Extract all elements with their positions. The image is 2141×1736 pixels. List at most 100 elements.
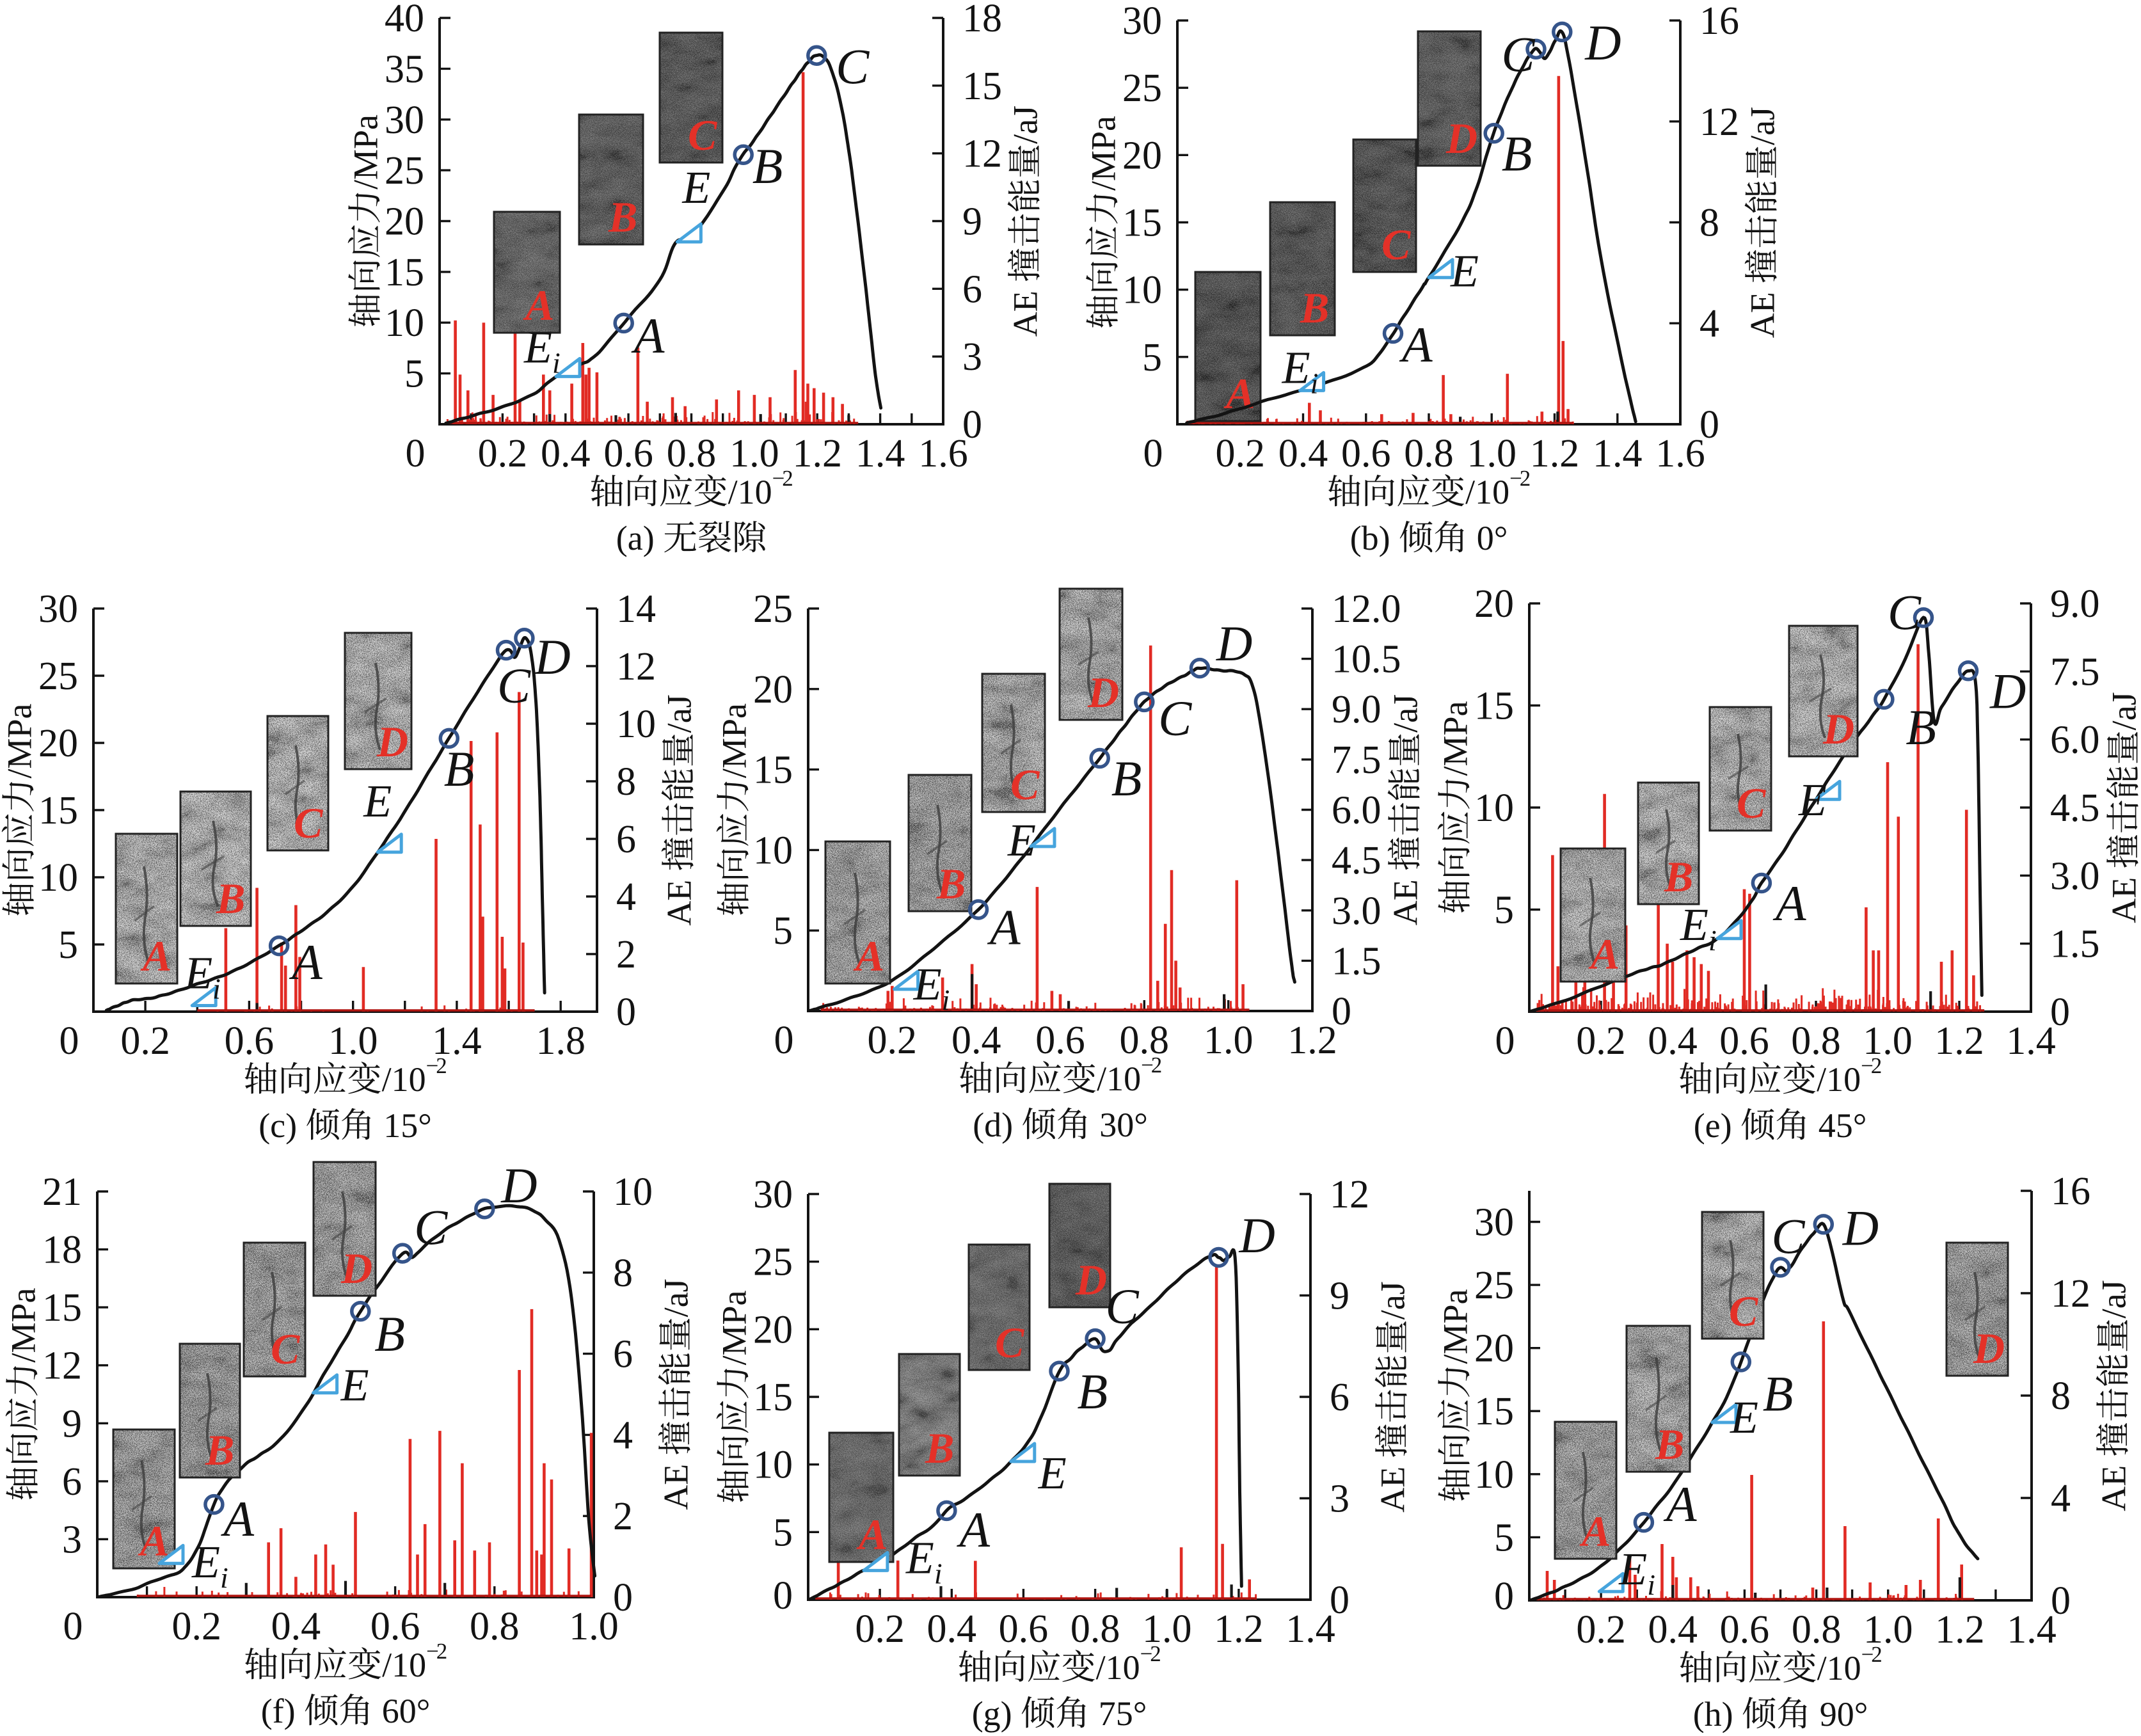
svg-text:B: B	[1078, 1364, 1108, 1419]
svg-text:/MPa: /MPa	[715, 703, 753, 778]
svg-text:10: 10	[1474, 1453, 1514, 1497]
svg-text:i: i	[942, 983, 950, 1016]
svg-text:4.5: 4.5	[2050, 786, 2100, 830]
svg-text:0.6: 0.6	[370, 1605, 420, 1648]
svg-text:1.0: 1.0	[569, 1605, 619, 1648]
svg-text:12: 12	[962, 132, 1002, 176]
svg-text:0.8: 0.8	[1791, 1019, 1841, 1063]
svg-text:/aJ: /aJ	[2094, 1280, 2133, 1318]
svg-text:16: 16	[1699, 0, 1739, 43]
svg-text:B: B	[1300, 283, 1329, 332]
svg-text:15: 15	[1122, 202, 1162, 245]
svg-text:10: 10	[1122, 269, 1162, 312]
svg-text:1.2: 1.2	[1287, 1019, 1337, 1062]
svg-text:1.0: 1.0	[1204, 1019, 1254, 1062]
svg-text:0.2: 0.2	[868, 1019, 918, 1062]
svg-text:C: C	[995, 1318, 1024, 1367]
svg-text:B: B	[752, 138, 783, 194]
svg-text:2: 2	[1871, 1053, 1882, 1078]
svg-text:0.4: 0.4	[1648, 1019, 1698, 1063]
svg-text:30°: 30°	[1099, 1106, 1148, 1144]
svg-text:0: 0	[773, 1574, 793, 1618]
svg-text:0: 0	[2051, 1579, 2071, 1623]
svg-text:C: C	[1158, 690, 1192, 746]
svg-text:25: 25	[38, 655, 78, 698]
svg-text:3.0: 3.0	[1332, 889, 1381, 933]
svg-text:/aJ: /aJ	[1373, 1281, 1412, 1319]
svg-text:/MPa: /MPa	[346, 115, 385, 189]
svg-text:9.0: 9.0	[1332, 688, 1381, 731]
svg-text:E: E	[1798, 774, 1827, 825]
svg-text:D: D	[376, 717, 408, 766]
svg-text:B: B	[608, 193, 637, 241]
svg-text:4: 4	[1699, 302, 1719, 346]
svg-text:0.6: 0.6	[1719, 1019, 1769, 1063]
svg-text:i: i	[552, 346, 561, 379]
svg-text:/MPa: /MPa	[1436, 701, 1474, 776]
svg-text:2: 2	[1151, 1053, 1163, 1078]
svg-text:0.8: 0.8	[1792, 1608, 1842, 1652]
svg-text:0.8: 0.8	[470, 1605, 520, 1648]
svg-text:2: 2	[436, 1639, 448, 1664]
svg-text:5: 5	[773, 1511, 793, 1554]
svg-text:60°: 60°	[382, 1692, 431, 1730]
svg-text:AE: AE	[660, 880, 698, 926]
svg-text:0.6: 0.6	[603, 432, 653, 475]
svg-text:30: 30	[38, 587, 78, 631]
svg-text:C: C	[271, 1325, 300, 1373]
svg-text:0: 0	[2050, 991, 2070, 1034]
svg-text:/10: /10	[1097, 1060, 1141, 1098]
svg-text:/10: /10	[1817, 1649, 1861, 1687]
svg-text:0: 0	[613, 1576, 633, 1620]
svg-text:E: E	[905, 1532, 934, 1583]
svg-text:AE: AE	[1743, 292, 1781, 338]
svg-text:6.0: 6.0	[1332, 789, 1381, 832]
svg-text:A: A	[1772, 875, 1806, 931]
svg-text:15: 15	[753, 749, 793, 792]
svg-text:35: 35	[385, 47, 424, 91]
svg-text:8: 8	[1699, 202, 1719, 245]
svg-text:AE: AE	[2094, 1465, 2133, 1511]
svg-text:E: E	[191, 1536, 220, 1588]
svg-text:i: i	[1310, 367, 1319, 399]
svg-text:1.2: 1.2	[1935, 1608, 1985, 1652]
svg-text:15: 15	[1474, 685, 1514, 728]
svg-text:D: D	[1973, 1324, 2005, 1373]
svg-text:AE: AE	[657, 1464, 695, 1510]
svg-text:1.0: 1.0	[1863, 1608, 1913, 1652]
svg-text:6: 6	[616, 818, 636, 861]
svg-text:18: 18	[42, 1229, 82, 1272]
svg-text:B: B	[1655, 1420, 1684, 1469]
svg-text:D: D	[1087, 668, 1119, 717]
svg-text:15: 15	[38, 789, 78, 832]
svg-text:30: 30	[753, 1173, 793, 1216]
svg-text:A: A	[1588, 930, 1620, 978]
svg-text:/MPa: /MPa	[1436, 1289, 1474, 1364]
svg-text:C: C	[1502, 27, 1536, 83]
svg-text:5: 5	[773, 909, 793, 953]
svg-text:C: C	[688, 111, 717, 159]
svg-text:20: 20	[1122, 134, 1162, 177]
svg-text:0: 0	[616, 991, 636, 1034]
svg-text:20: 20	[753, 1308, 793, 1351]
svg-text:/aJ: /aJ	[1743, 107, 1781, 145]
svg-text:0.6: 0.6	[1341, 432, 1391, 475]
svg-text:/aJ: /aJ	[1386, 694, 1424, 733]
svg-text:B: B	[1664, 852, 1693, 901]
svg-text:i: i	[934, 1557, 943, 1589]
svg-text:−: −	[1141, 1053, 1154, 1078]
svg-text:A: A	[956, 1502, 990, 1557]
svg-text:B: B	[1763, 1366, 1794, 1421]
svg-text:7.5: 7.5	[1332, 738, 1381, 782]
svg-text:3.0: 3.0	[2050, 854, 2100, 898]
svg-text:(b): (b)	[1350, 519, 1390, 557]
svg-text:1.0: 1.0	[1863, 1019, 1913, 1063]
svg-text:0.8: 0.8	[1120, 1019, 1170, 1062]
svg-text:D: D	[1216, 616, 1252, 671]
svg-text:D: D	[1822, 705, 1854, 753]
svg-text:1.5: 1.5	[2050, 923, 2100, 966]
svg-text:B: B	[1502, 125, 1532, 181]
svg-text:10: 10	[753, 829, 793, 872]
svg-text:3: 3	[1330, 1477, 1349, 1521]
svg-text:2: 2	[436, 1053, 447, 1078]
